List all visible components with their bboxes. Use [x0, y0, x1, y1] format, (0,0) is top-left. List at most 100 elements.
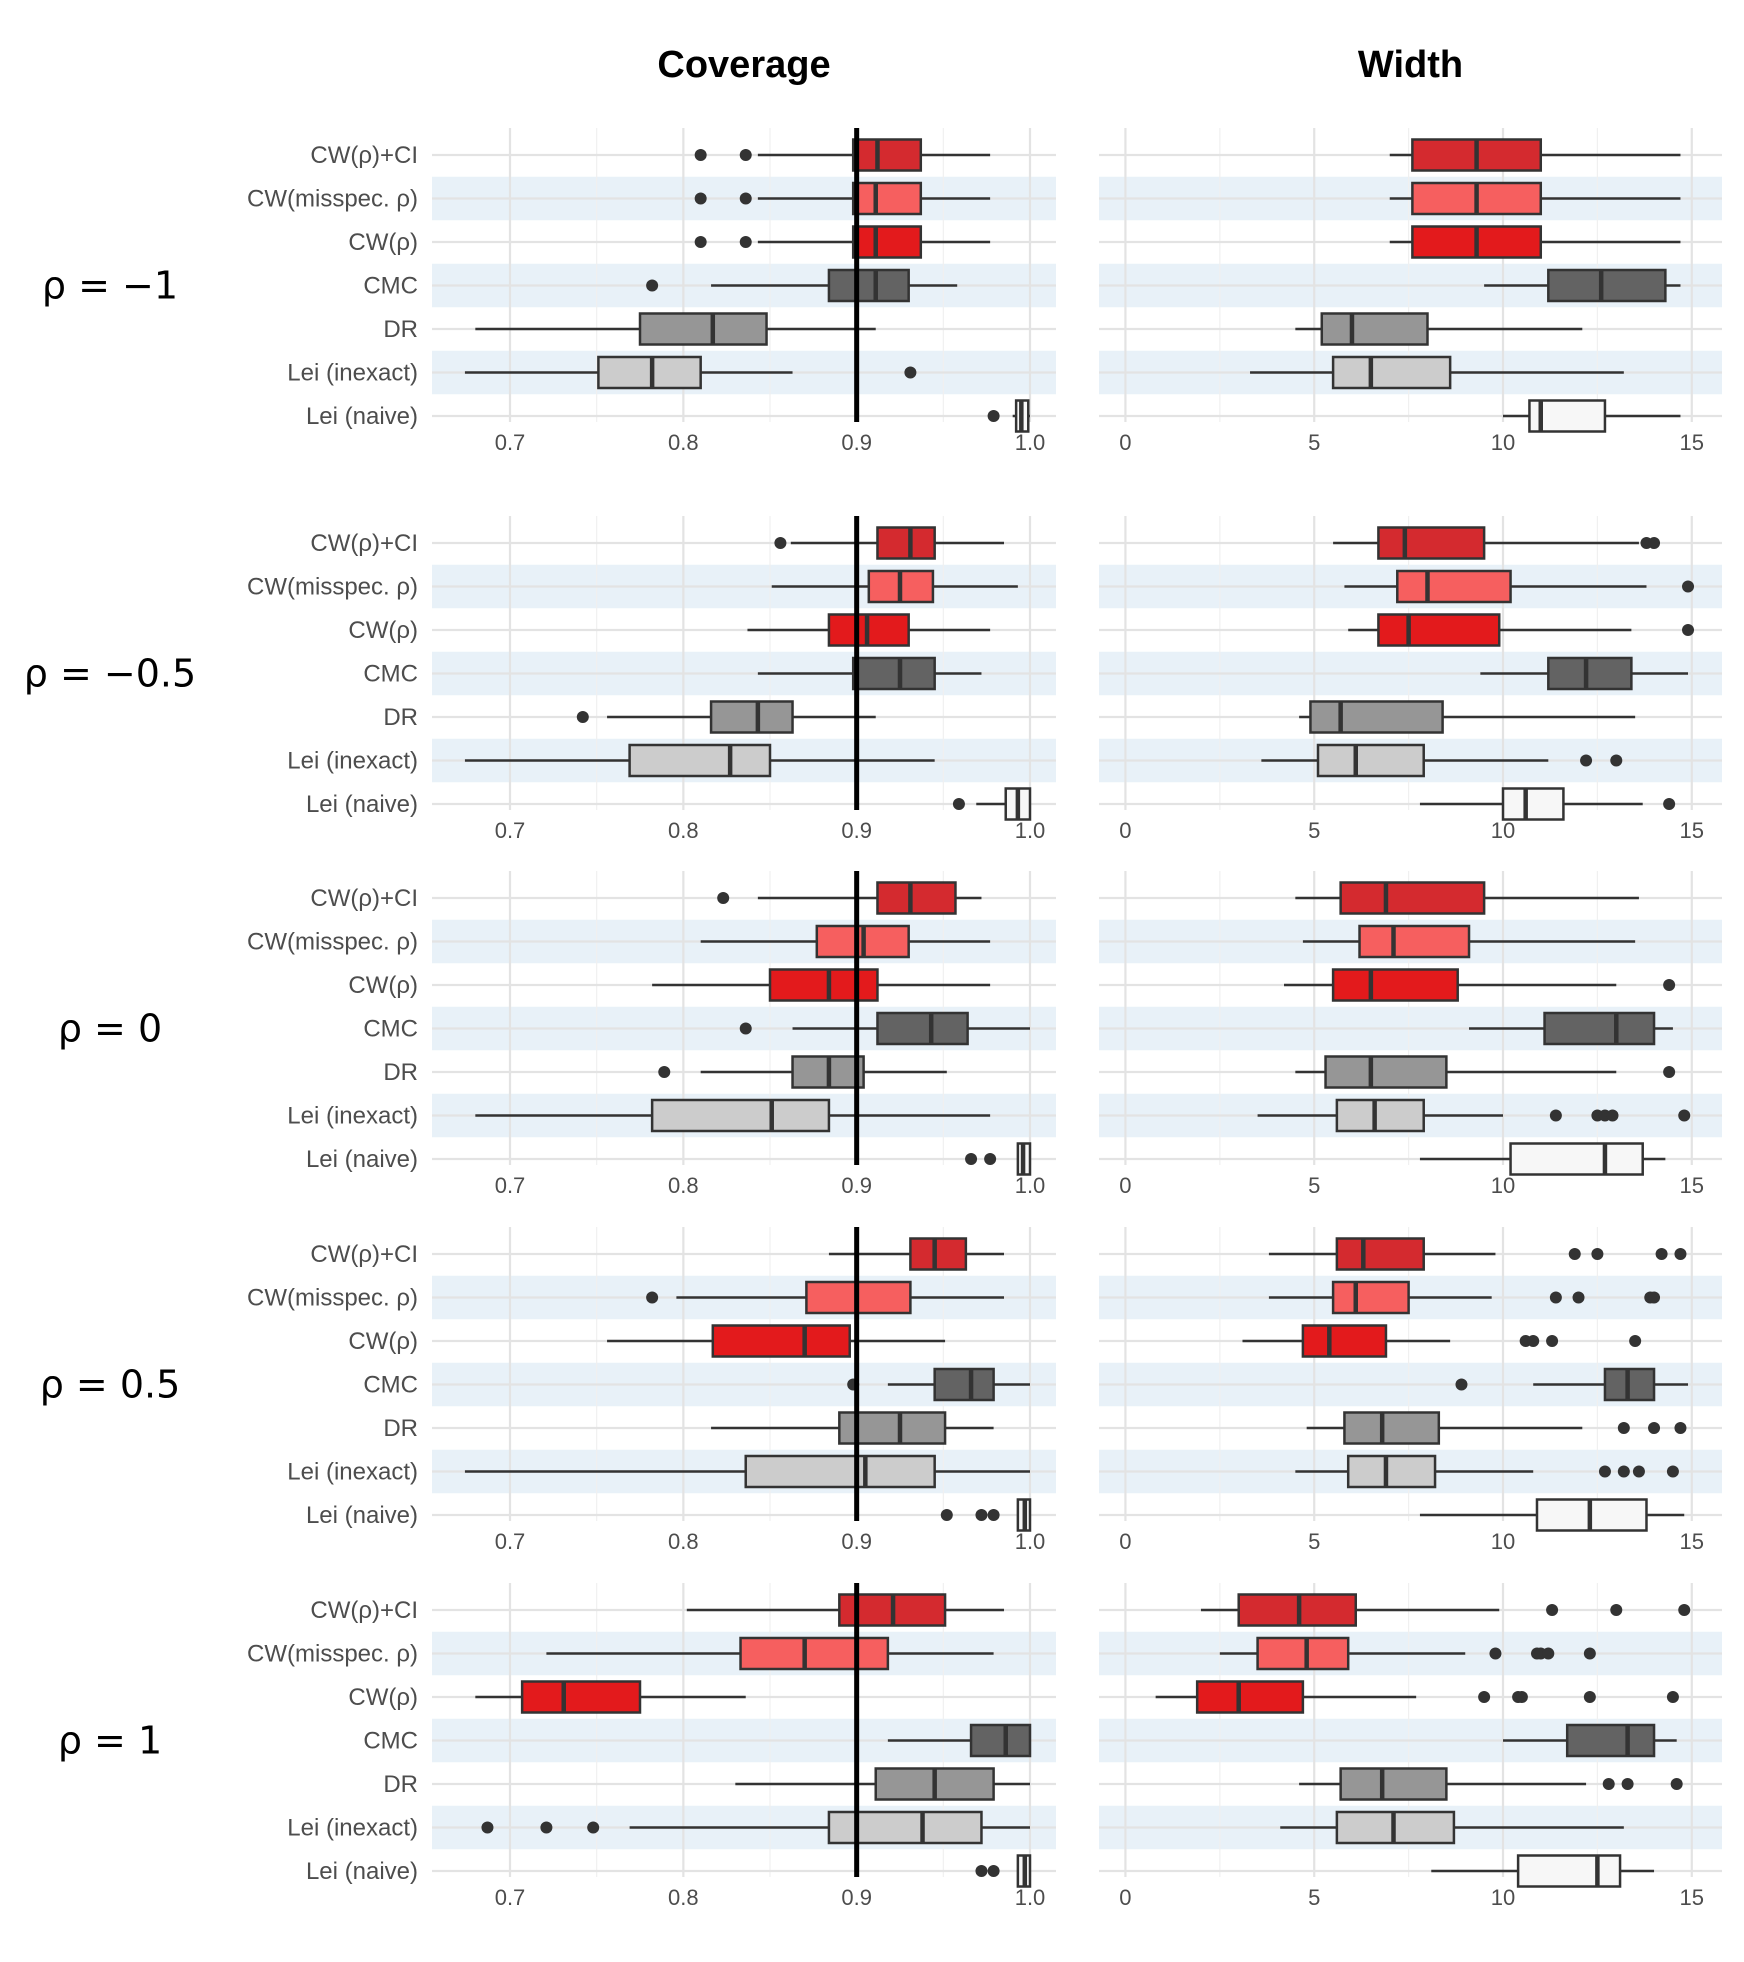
- x-tick-label-coverage-1-3: 1.0: [1015, 818, 1046, 843]
- box-width-lei-inexact-3: [1346, 1454, 1437, 1489]
- outlier-coverage-dr-2-0: [658, 1066, 671, 1078]
- box-coverage-cw-misspec-rho-0: [851, 181, 923, 216]
- outlier-coverage-lei-inexact-4-1: [540, 1821, 553, 1834]
- box-width-dr-2: [1324, 1055, 1448, 1089]
- x-tick-label-width-4-0: 0: [1119, 1885, 1131, 1910]
- outlier-width-lei-inexact-2-3: [1606, 1109, 1619, 1122]
- outlier-width-dr-4-2: [1670, 1778, 1683, 1790]
- outlier-coverage-cmc-0-0: [646, 279, 659, 292]
- outlier-width-lei-inexact-3-0: [1598, 1465, 1611, 1478]
- outlier-coverage-cmc-2-0: [739, 1022, 752, 1035]
- x-tick-label-width-2-2: 10: [1491, 1173, 1515, 1198]
- outlier-width-dr-2-0: [1663, 1066, 1676, 1078]
- outlier-width-cw-rho-ci-3-1: [1591, 1248, 1604, 1260]
- outlier-width-lei-naive-1-0: [1663, 798, 1676, 810]
- x-tick-label-coverage-0-0: 0.7: [495, 430, 526, 455]
- row-label-2: ρ = 0: [58, 1007, 162, 1051]
- outlier-width-cw-rho-4-0: [1478, 1691, 1491, 1703]
- x-tick-label-coverage-2-2: 0.9: [841, 1173, 872, 1198]
- outlier-width-cw-rho-ci-3-0: [1568, 1248, 1581, 1260]
- x-tick-label-coverage-3-3: 1.0: [1015, 1529, 1046, 1554]
- method-label-cmc-0: CMC: [363, 273, 418, 300]
- outlier-width-cw-misspec-rho-3-0: [1549, 1291, 1562, 1304]
- method-label-dr-1: DR: [383, 704, 418, 731]
- method-label-lei-inexact-2: Lei (inexact): [287, 1103, 418, 1130]
- method-label-cmc-3: CMC: [363, 1372, 418, 1399]
- box-width-dr-4: [1339, 1767, 1448, 1801]
- box-coverage-lei-inexact-2: [650, 1098, 831, 1133]
- outlier-width-cw-rho-3-2: [1546, 1335, 1559, 1347]
- outlier-width-lei-inexact-3-1: [1617, 1465, 1630, 1478]
- x-tick-label-coverage-4-3: 1.0: [1015, 1885, 1046, 1910]
- row-label-4: ρ = 1: [58, 1719, 162, 1763]
- outlier-width-cw-rho-4-4: [1666, 1691, 1679, 1703]
- box-width-cw-rho-3: [1301, 1324, 1388, 1358]
- outlier-width-cw-rho-ci-4-2: [1678, 1604, 1691, 1616]
- x-tick-label-width-1-2: 10: [1491, 818, 1515, 843]
- box-width-dr-1: [1309, 700, 1444, 734]
- outlier-width-lei-inexact-1-1: [1610, 754, 1623, 767]
- method-label-lei-naive-1: Lei (naive): [306, 791, 418, 818]
- outlier-width-cw-rho-3-3: [1629, 1335, 1642, 1347]
- method-label-cw-rho-2: CW(ρ): [348, 972, 418, 999]
- x-tick-label-width-0-1: 5: [1308, 430, 1320, 455]
- method-label-lei-inexact-0: Lei (inexact): [287, 360, 418, 387]
- box-width-cw-misspec-rho-2: [1358, 924, 1471, 959]
- method-label-dr-2: DR: [383, 1059, 418, 1086]
- x-tick-label-width-4-1: 5: [1308, 1885, 1320, 1910]
- method-label-cw-rho-ci-1: CW(ρ)+CI: [310, 530, 418, 557]
- method-label-cw-rho-0: CW(ρ): [348, 229, 418, 256]
- method-label-cw-rho-ci-3: CW(ρ)+CI: [310, 1241, 418, 1268]
- outlier-width-cw-rho-ci-3-2: [1655, 1248, 1668, 1260]
- method-label-dr-0: DR: [383, 316, 418, 343]
- x-tick-label-coverage-3-1: 0.8: [668, 1529, 699, 1554]
- outlier-width-cw-rho-ci-4-0: [1546, 1604, 1559, 1616]
- x-tick-label-coverage-0-3: 1.0: [1015, 430, 1046, 455]
- x-tick-label-coverage-3-0: 0.7: [495, 1529, 526, 1554]
- box-width-cmc-0: [1547, 268, 1667, 303]
- box-coverage-cmc-1: [851, 656, 936, 691]
- x-tick-label-coverage-2-0: 0.7: [495, 1173, 526, 1198]
- method-label-lei-inexact-3: Lei (inexact): [287, 1459, 418, 1486]
- outlier-width-cw-rho-4-3: [1583, 1691, 1596, 1703]
- outlier-coverage-cw-rho-ci-0-0: [694, 149, 707, 161]
- box-coverage-cmc-3: [933, 1367, 995, 1402]
- outlier-coverage-lei-naive-1-0: [952, 798, 965, 810]
- method-label-cw-rho-ci-0: CW(ρ)+CI: [310, 142, 418, 169]
- width-panel-title: Width: [1358, 44, 1463, 86]
- box-width-cw-rho-1: [1377, 613, 1501, 647]
- box-width-cw-rho-ci-3: [1335, 1237, 1425, 1271]
- x-tick-label-coverage-0-2: 0.9: [841, 430, 872, 455]
- x-tick-label-coverage-1-1: 0.8: [668, 818, 699, 843]
- outlier-coverage-cw-rho-ci-1-0: [774, 537, 787, 549]
- outlier-coverage-dr-1-0: [576, 711, 589, 723]
- box-width-cmc-4: [1565, 1723, 1656, 1758]
- method-label-lei-naive-4: Lei (naive): [306, 1858, 418, 1885]
- box-coverage-cw-rho-3: [711, 1324, 851, 1358]
- box-width-cw-rho-2: [1331, 968, 1459, 1002]
- method-label-cmc-1: CMC: [363, 661, 418, 688]
- x-tick-label-coverage-2-1: 0.8: [668, 1173, 699, 1198]
- method-label-cw-misspec-rho-2: CW(misspec. ρ): [247, 929, 418, 956]
- x-tick-label-width-0-3: 15: [1680, 430, 1704, 455]
- outlier-coverage-cw-misspec-rho-0-1: [739, 192, 752, 205]
- outlier-width-cw-misspec-rho-1-0: [1682, 580, 1695, 593]
- box-coverage-cw-rho-ci-0: [851, 138, 923, 172]
- outlier-coverage-lei-naive-0-0: [987, 410, 1000, 422]
- box-width-cw-rho-4: [1195, 1680, 1305, 1714]
- method-label-lei-naive-0: Lei (naive): [306, 403, 418, 430]
- outlier-width-dr-4-1: [1621, 1778, 1634, 1790]
- x-tick-label-width-3-0: 0: [1119, 1529, 1131, 1554]
- box-coverage-cw-rho-0: [851, 225, 923, 259]
- method-label-cw-misspec-rho-4: CW(misspec. ρ): [247, 1641, 418, 1668]
- outlier-coverage-lei-naive-4-0: [975, 1865, 988, 1877]
- box-width-lei-inexact-0: [1331, 355, 1452, 390]
- box-width-lei-naive-4: [1516, 1854, 1622, 1888]
- text-layer: Coverage Width ρ = −1 0.7 0.8 0.9 1.0 0 5 10 15 CW(…: [24, 44, 1704, 1910]
- method-label-dr-4: DR: [383, 1771, 418, 1798]
- outlier-width-cw-misspec-rho-4-0: [1489, 1647, 1502, 1660]
- outlier-width-cw-rho-1-0: [1682, 624, 1695, 636]
- box-coverage-dr-0: [638, 312, 768, 346]
- outlier-width-dr-3-2: [1674, 1422, 1687, 1434]
- x-tick-label-width-0-0: 0: [1119, 430, 1131, 455]
